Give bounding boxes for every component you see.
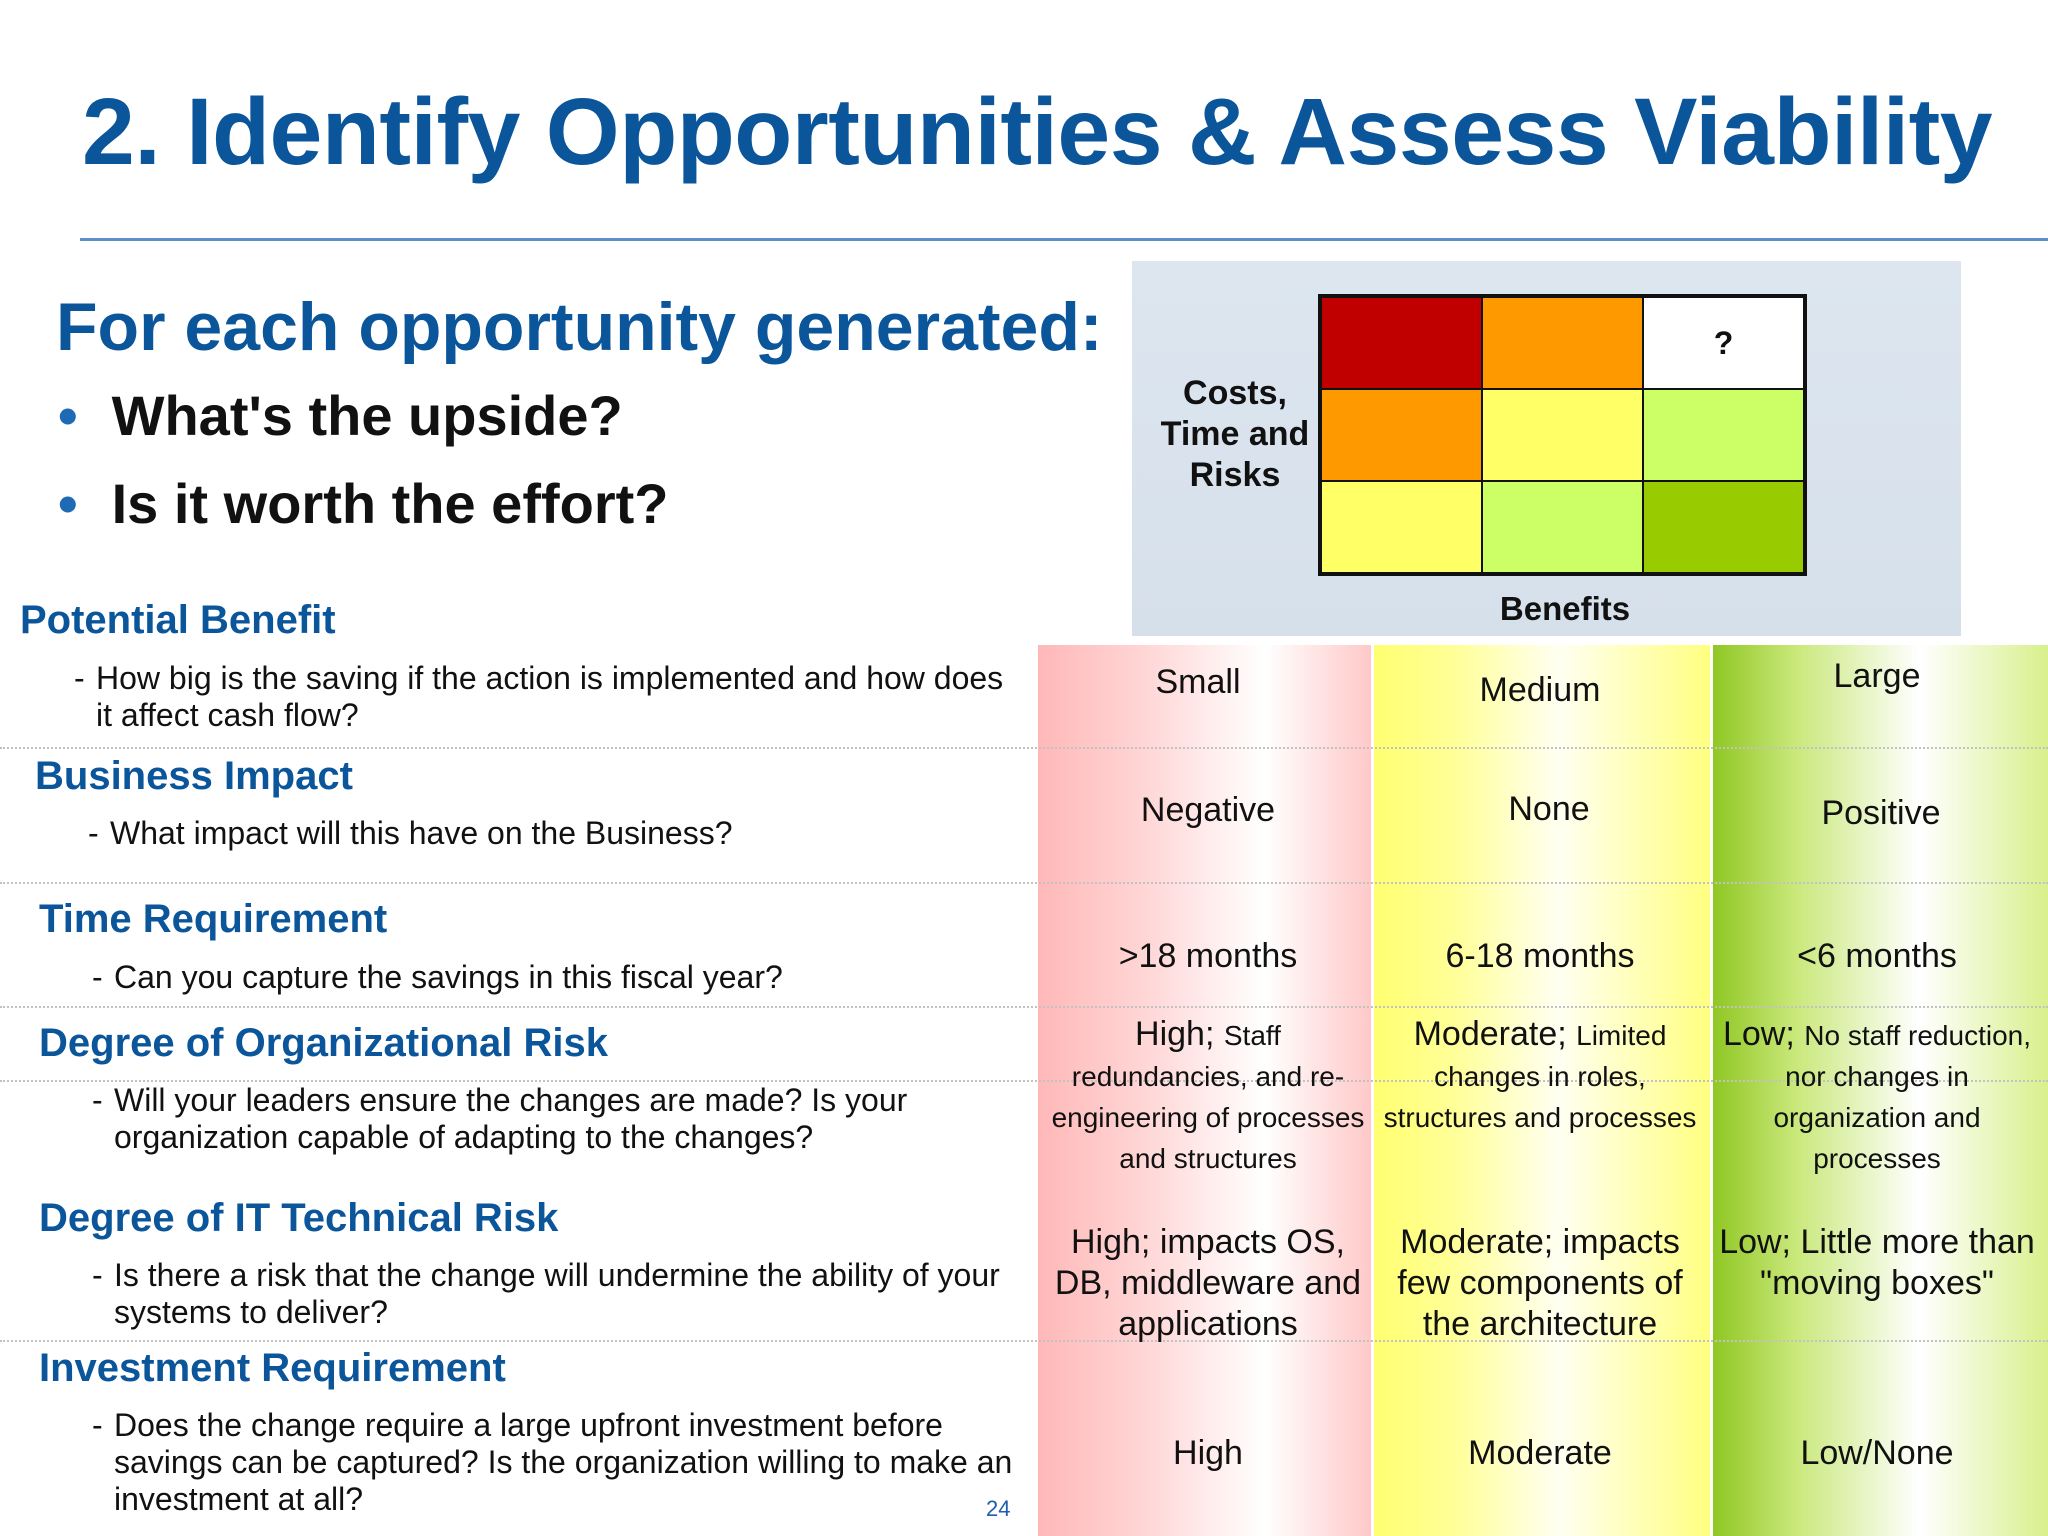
matrix-cell bbox=[1482, 481, 1643, 573]
row-separator bbox=[0, 747, 2048, 749]
dash-icon: - bbox=[92, 1407, 103, 1443]
matrix-cell bbox=[1643, 389, 1804, 481]
matrix-cell bbox=[1321, 297, 1482, 389]
bullet-text: Is it worth the effort? bbox=[111, 472, 669, 535]
scale-cell-medium-org-risk: Moderate; Limited changes in roles, stru… bbox=[1380, 1014, 1700, 1137]
matrix-cell: ? bbox=[1643, 297, 1804, 389]
row-separator bbox=[0, 1006, 2048, 1008]
criterion-description: - Can you capture the savings in this fis… bbox=[92, 959, 1014, 996]
title-divider bbox=[80, 238, 2048, 241]
scale-cell-small-org-risk: High; Staff redundancies, and re-enginee… bbox=[1048, 1014, 1368, 1178]
page-number: 24 bbox=[986, 1496, 1011, 1521]
scale-cell-medium-impact: None bbox=[1508, 790, 1590, 828]
scale-column-large bbox=[1711, 645, 2048, 1536]
scale-cell-large-impact: Positive bbox=[1821, 794, 1941, 832]
scale-cell-medium-it-risk: Moderate; impacts few components of the … bbox=[1397, 1223, 1683, 1343]
subtitle: For each opportunity generated: bbox=[56, 289, 1103, 365]
dash-icon: - bbox=[74, 660, 85, 696]
criterion-description-text: Is there a risk that the change will und… bbox=[114, 1257, 1000, 1330]
matrix-y-label-line: Costs, bbox=[1183, 374, 1287, 412]
row-separator bbox=[0, 882, 2048, 884]
matrix-y-axis-label: Costs, Time and Risks bbox=[1150, 373, 1320, 496]
criterion-description-text: How big is the saving if the action is i… bbox=[96, 660, 1004, 733]
scale-cell-medium-time: 6-18 months bbox=[1445, 937, 1635, 975]
scale-cell-small-impact: Negative bbox=[1140, 791, 1276, 829]
criterion-title: Potential Benefit bbox=[20, 598, 336, 642]
scale-cell-small-benefit: Small bbox=[1155, 663, 1241, 701]
bullet-item: • What's the upside? bbox=[58, 383, 623, 448]
org-risk-detail: No staff reduction, nor changes in organ… bbox=[1773, 1020, 2031, 1174]
bullet-dot-icon: • bbox=[58, 472, 78, 535]
scale-cell-small-time: >18 months bbox=[1118, 937, 1298, 975]
criterion-title: Degree of IT Technical Risk bbox=[39, 1196, 559, 1240]
criterion-description-text: Will your leaders ensure the changes are… bbox=[114, 1082, 908, 1155]
criterion-description: - Does the change require a large upfront… bbox=[92, 1407, 1024, 1518]
matrix-cell bbox=[1482, 389, 1643, 481]
column-divider bbox=[1371, 645, 1374, 1536]
criterion-description: - Will your leaders ensure the changes ar… bbox=[92, 1082, 984, 1156]
column-divider bbox=[1710, 645, 1713, 1536]
scale-cell-large-org-risk: Low; No staff reduction, nor changes in … bbox=[1717, 1014, 2037, 1178]
scale-cell-medium-benefit: Medium bbox=[1479, 671, 1601, 709]
matrix-x-axis-label: Benefits bbox=[1499, 590, 1631, 627]
scale-cell-large-investment: Low/None bbox=[1800, 1434, 1954, 1472]
scale-cell-large-benefit: Large bbox=[1833, 657, 1921, 695]
matrix-grid: ? bbox=[1318, 294, 1807, 576]
dash-icon: - bbox=[92, 959, 103, 995]
scale-cell-large-time: <6 months bbox=[1797, 937, 1957, 975]
criterion-title: Business Impact bbox=[35, 754, 353, 798]
criterion-title: Time Requirement bbox=[39, 897, 388, 941]
criterion-description: - What impact will this have on the Busin… bbox=[88, 815, 1010, 852]
dash-icon: - bbox=[92, 1257, 103, 1293]
criterion-description-text: What impact will this have on the Busine… bbox=[110, 815, 733, 851]
matrix-y-label-line: Risks bbox=[1189, 456, 1281, 494]
matrix-y-label-line: Time and bbox=[1160, 415, 1310, 453]
criterion-description: - Is there a risk that the change will un… bbox=[92, 1257, 1014, 1331]
matrix-cell bbox=[1482, 297, 1643, 389]
org-risk-level: Moderate; bbox=[1413, 1015, 1567, 1053]
scale-cell-medium-investment: Moderate bbox=[1468, 1434, 1612, 1472]
scale-cell-small-investment: High bbox=[1173, 1434, 1243, 1472]
slide-title: 2. Identify Opportunities & Assess Viabi… bbox=[82, 79, 1993, 185]
matrix-cell bbox=[1321, 481, 1482, 573]
matrix-cell bbox=[1643, 481, 1804, 573]
row-separator bbox=[0, 1080, 2048, 1082]
org-risk-detail: Limited changes in roles, structures and… bbox=[1383, 1020, 1697, 1133]
scale-column-small bbox=[1038, 645, 1372, 1536]
criterion-description-text: Does the change require a large upfront … bbox=[114, 1407, 1013, 1517]
bullet-text: What's the upside? bbox=[111, 384, 623, 447]
scale-column-medium bbox=[1372, 645, 1711, 1536]
criterion-title: Investment Requirement bbox=[39, 1346, 506, 1390]
matrix-cell bbox=[1321, 389, 1482, 481]
criterion-description: - How big is the saving if the action is … bbox=[74, 660, 1006, 734]
dash-icon: - bbox=[92, 1082, 103, 1118]
org-risk-level: Low; bbox=[1722, 1015, 1795, 1053]
org-risk-detail: Staff redundancies, and re-engineering o… bbox=[1051, 1020, 1365, 1174]
bullet-dot-icon: • bbox=[58, 384, 78, 447]
org-risk-level: High; bbox=[1135, 1015, 1215, 1053]
scale-cell-small-it-risk: High; impacts OS, DB, middleware and app… bbox=[1054, 1223, 1362, 1343]
dash-icon: - bbox=[88, 815, 99, 851]
bullet-item: • Is it worth the effort? bbox=[58, 471, 668, 536]
criterion-title: Degree of Organizational Risk bbox=[39, 1021, 609, 1065]
row-separator bbox=[0, 1340, 2048, 1342]
criterion-description-text: Can you capture the savings in this fisc… bbox=[114, 959, 783, 995]
scale-cell-large-it-risk: Low; Little more than "moving boxes" bbox=[1719, 1223, 2035, 1302]
